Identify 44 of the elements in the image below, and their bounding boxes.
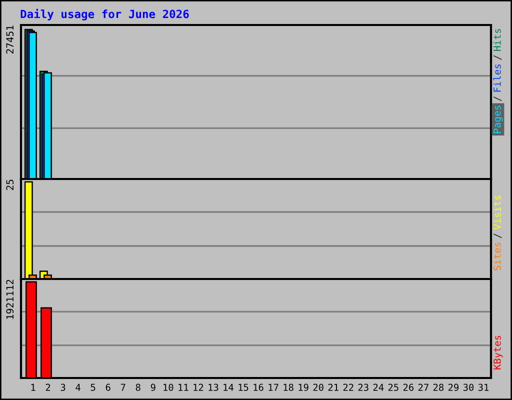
text: Hits: [493, 29, 501, 51]
x-tick-label: 24: [373, 384, 384, 391]
y-axis-title: 27451: [6, 26, 14, 54]
x-tick-label: 19: [298, 384, 308, 391]
x-tick-label: 27: [418, 384, 428, 391]
x-tick-label: 5: [90, 384, 96, 391]
x-tick-label: 4: [76, 384, 80, 391]
x-tick-label: 30: [463, 384, 474, 391]
x-tick-label: 18: [284, 384, 294, 391]
text: /: [494, 55, 502, 60]
text: Sites: [493, 242, 501, 270]
text: Visits: [493, 196, 501, 230]
x-tick-label: 11: [178, 384, 188, 391]
y-axis-title: 1921112: [6, 280, 14, 319]
y-axis-title: 25: [6, 180, 14, 190]
text: Files: [493, 64, 501, 92]
x-tick-label: 15: [238, 384, 248, 391]
text: /: [494, 96, 502, 102]
x-tick-label: 9: [150, 384, 156, 391]
text: Pages: [494, 106, 503, 134]
x-tick-label: 25: [388, 384, 398, 391]
x-tick-label: 26: [403, 384, 414, 391]
x-tick-label: 29: [448, 384, 459, 391]
x-tick-label: 20: [313, 384, 324, 391]
x-tick-label: 10: [164, 384, 174, 391]
x-tick-label: 6: [106, 384, 110, 391]
x-tick-label: 7: [120, 384, 126, 391]
x-tick-label: 22: [343, 384, 354, 391]
x-tick-label: 14: [224, 384, 234, 391]
x-tick-label: 12: [194, 384, 204, 391]
x-tick-label: 1: [31, 384, 36, 391]
chart-title: Daily usage for June 2026: [20, 8, 189, 20]
x-tick-label: 23: [358, 384, 368, 391]
text: KBytes: [494, 336, 503, 370]
x-tick-label: 13: [208, 384, 218, 391]
x-tick-label: 8: [136, 384, 140, 391]
x-tick-label: 21: [328, 384, 338, 391]
x-tick-label: 31: [478, 384, 489, 391]
x-tick-label: 28: [433, 384, 444, 391]
x-tick-label: 16: [254, 384, 264, 391]
x-tick-label: 2: [46, 384, 50, 391]
x-tick-label: 3: [60, 384, 66, 391]
text: /: [494, 234, 502, 238]
x-tick-label: 17: [268, 384, 278, 391]
